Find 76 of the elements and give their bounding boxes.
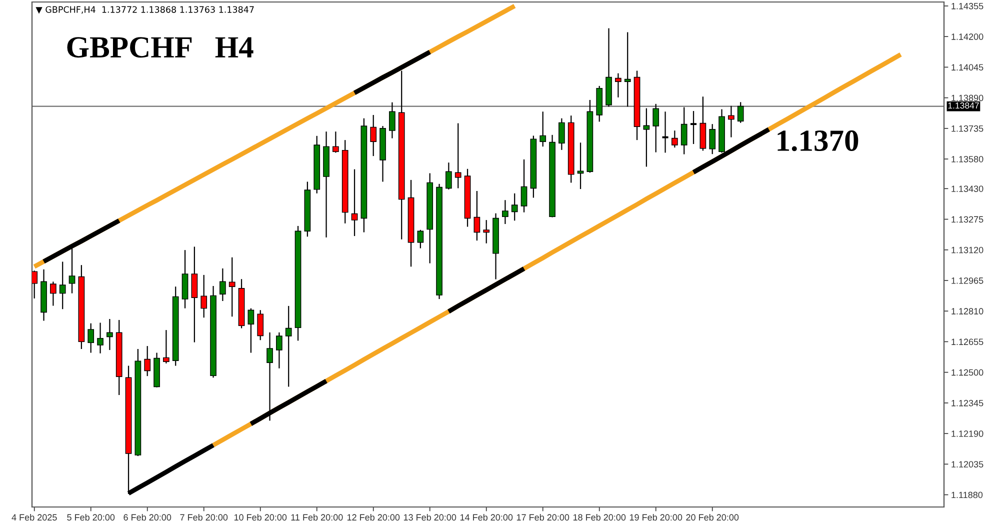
candlestick [661, 111, 670, 154]
candlestick [728, 105, 734, 138]
candlestick [652, 103, 660, 153]
candlestick [672, 130, 678, 148]
x-tick-label: 7 Feb 20:00 [180, 514, 228, 521]
candlestick [615, 72, 622, 98]
candlestick [276, 332, 282, 369]
candlestick [200, 274, 208, 318]
x-tick-label: 14 Feb 20:00 [460, 514, 513, 521]
candlestick [520, 158, 528, 213]
candlestick [248, 308, 254, 354]
candlestick [690, 110, 698, 145]
annotation: 1.1370 [778, 130, 858, 152]
candlestick [144, 345, 151, 377]
candlestick [709, 124, 716, 155]
candlestick [454, 122, 462, 189]
y-tick-label: 1.13890 [952, 94, 984, 102]
candlestick [50, 281, 56, 306]
candlestick [97, 322, 104, 354]
candlestick [446, 162, 452, 190]
x-tick-label: 4 Feb 2025 [12, 514, 57, 521]
y-tick-label: 1.13735 [952, 125, 984, 132]
candlestick [540, 111, 546, 148]
y-tick-label: 1.11880 [952, 492, 983, 498]
y-tick-label: 1.14200 [952, 34, 984, 40]
y-tick-label: 1.12965 [952, 277, 984, 284]
candlestick [106, 318, 113, 351]
text: GBPCHF H4 [67, 37, 254, 58]
candlestick [624, 32, 631, 108]
candlestick [389, 102, 396, 139]
y-tick-label: 1.13275 [952, 216, 984, 223]
y-tick-label: 1.12500 [952, 369, 984, 376]
x-tick-label: 11 Feb 20:00 [291, 514, 343, 521]
candlestick [511, 192, 518, 222]
y-tick-label: 1.14355 [952, 2, 984, 10]
candlestick [332, 131, 339, 154]
y-tick-label: 1.13430 [952, 186, 984, 192]
candlestick [32, 270, 38, 299]
candlestick [88, 322, 94, 354]
candlestick [351, 168, 358, 237]
x-tick-label: 18 Feb 20:00 [573, 514, 626, 521]
candlestick [59, 261, 66, 310]
x-tick-label: 12 Feb 20:00 [347, 514, 400, 521]
y-tick-label: 1.13120 [952, 246, 984, 254]
x-tick-label: 10 Feb 20:00 [234, 514, 287, 521]
y-tick-label: 1.12655 [952, 338, 984, 346]
y-tick-label: 1.12345 [952, 400, 984, 406]
candlestick [163, 329, 170, 364]
candlestick [483, 219, 490, 244]
candlestick [220, 268, 226, 302]
ref-line-label: 1.13847 [948, 102, 979, 109]
y-tick-label: 1.12190 [952, 430, 984, 437]
x-tick-label: 5 Feb 20:00 [67, 514, 115, 521]
candlestick [680, 106, 688, 155]
candlestick [285, 305, 292, 388]
y-tick-label: 1.13580 [952, 156, 984, 162]
x-tick-label: 19 Feb 20:00 [630, 514, 682, 521]
x-tick-label: 13 Feb 20:00 [404, 514, 456, 521]
candlestick [370, 114, 377, 157]
line-series [446, 266, 526, 314]
candlestick [558, 118, 565, 150]
x-tick-label: 20 Feb 20:00 [686, 514, 739, 521]
candlestick [417, 229, 424, 249]
candlestick [737, 102, 744, 124]
candlestick [474, 190, 480, 242]
x-tick-label: 6 Feb 20:00 [124, 514, 172, 521]
y-tick-label: 1.12035 [952, 461, 984, 468]
chart-subtitle: ▼ GBPCHF,H4 1.13772 1.13868 1.13763 1.13847 [36, 6, 254, 14]
candlestick [191, 246, 198, 343]
y-tick-label: 1.12810 [952, 308, 984, 314]
y-tick-label: 1.14045 [952, 64, 984, 71]
candlestick [577, 142, 584, 190]
candlestick [228, 256, 236, 318]
candlestick [502, 200, 508, 225]
x-tick-label: 17 Feb 20:00 [516, 514, 570, 521]
candlestick [257, 310, 264, 341]
